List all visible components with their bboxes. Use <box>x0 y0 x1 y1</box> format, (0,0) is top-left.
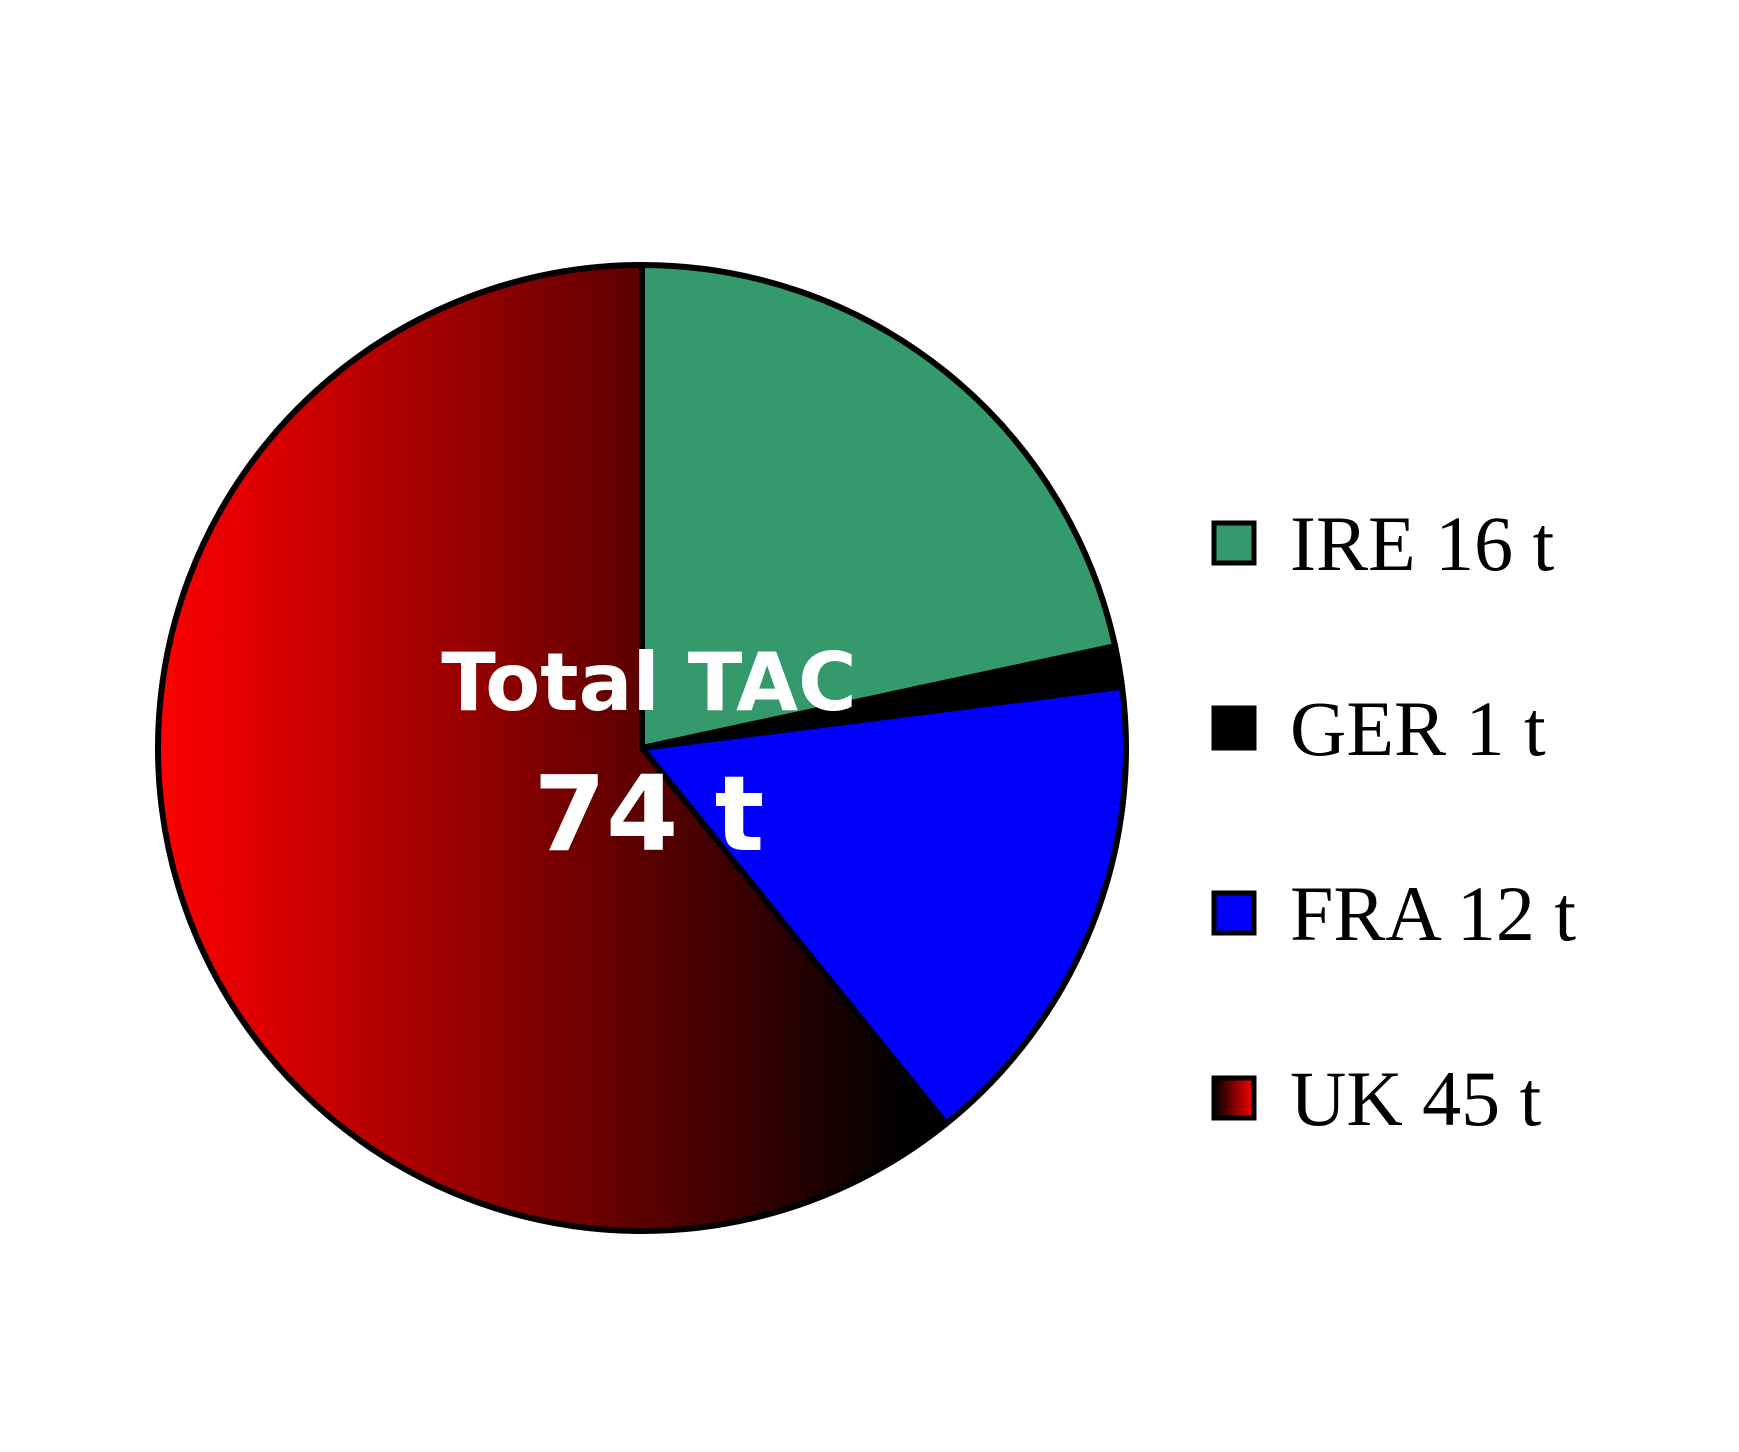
legend-item-ire: IRE 16 t <box>1211 500 1555 587</box>
legend-swatch-ire <box>1211 520 1257 566</box>
pie-slice-ire <box>639 262 1119 751</box>
legend-label-ire: IRE 16 t <box>1290 500 1555 587</box>
center-label-total: 74 t <box>534 753 765 875</box>
legend-label-uk: UK 45 t <box>1290 1055 1542 1142</box>
legend-label-fra: FRA 12 t <box>1290 870 1576 957</box>
pie-slice-fra <box>639 683 1129 1127</box>
center-label-title: Total TAC <box>441 636 856 729</box>
legend: IRE 16 t GER 1 t FRA 12 t UK 45 t <box>1211 500 1576 1142</box>
center-label: Total TAC 74 t <box>441 636 856 875</box>
legend-swatch-fra <box>1211 890 1257 936</box>
pie-slice-uk <box>155 262 950 1234</box>
legend-item-ger: GER 1 t <box>1211 685 1546 772</box>
legend-item-fra: FRA 12 t <box>1211 870 1576 957</box>
legend-label-ger: GER 1 t <box>1290 685 1546 772</box>
legend-swatch-ger <box>1211 705 1257 751</box>
pie-slices <box>155 262 1129 1234</box>
legend-swatch-uk <box>1211 1075 1257 1121</box>
legend-item-uk: UK 45 t <box>1211 1055 1542 1142</box>
